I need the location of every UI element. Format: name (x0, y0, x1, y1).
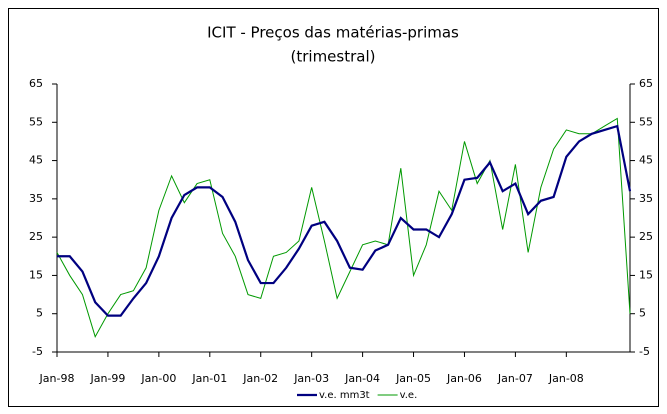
x-tick-label: Jan-98 (39, 372, 75, 385)
y-tick-label: 55 (29, 115, 43, 128)
x-tick-label: Jan-08 (548, 372, 584, 385)
x-tick-label: Jan-03 (293, 372, 329, 385)
data-line (57, 124, 632, 317)
legend-label: v.e. (400, 390, 418, 401)
y-tick-label: 25 (29, 230, 43, 243)
y-tick-label: 65 (29, 77, 43, 90)
chart-subtitle: (trimestral) (291, 48, 376, 66)
data-line (56, 117, 631, 338)
legend-label: v.e. mm3t (319, 390, 370, 401)
y-tick-label: 15 (29, 268, 43, 281)
y-tick-label: 45 (29, 154, 43, 167)
y2-tick-label: 65 (639, 77, 653, 90)
y-tick-label: -5 (32, 345, 43, 358)
y2-tick-label: 35 (639, 192, 653, 205)
x-tick-label: Jan-07 (497, 372, 533, 385)
y2-tick-label: 5 (639, 307, 646, 320)
x-tick-label: Jan-05 (395, 372, 431, 385)
x-tick-label: Jan-00 (140, 372, 176, 385)
chart-title: ICIT - Preços das matérias-primas (207, 24, 459, 42)
y2-tick-label: 25 (639, 230, 653, 243)
y-tick-label: 35 (29, 192, 43, 205)
x-tick-label: Jan-02 (242, 372, 278, 385)
y2-tick-label: 45 (639, 154, 653, 167)
x-tick-label: Jan-99 (89, 372, 125, 385)
x-tick-label: Jan-01 (191, 372, 227, 385)
x-tick-label: Jan-04 (344, 372, 380, 385)
chart-frame (8, 8, 659, 407)
y-tick-label: 5 (36, 307, 43, 320)
y2-tick-label: 15 (639, 268, 653, 281)
y2-tick-label: 55 (639, 115, 653, 128)
y2-tick-label: -5 (639, 345, 650, 358)
x-tick-label: Jan-06 (446, 372, 482, 385)
